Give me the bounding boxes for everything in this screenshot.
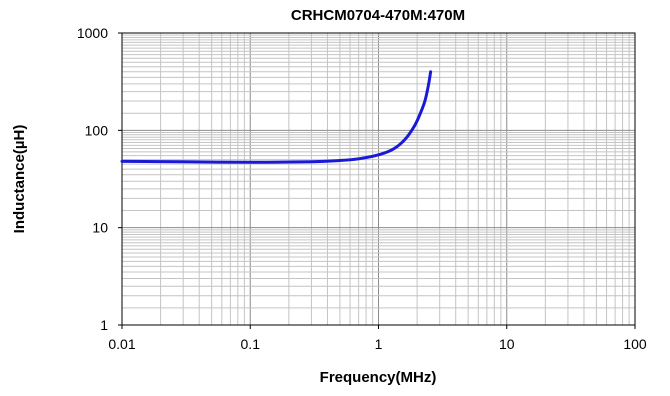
- y-tick-label: 1: [100, 317, 108, 333]
- y-tick-label: 10: [92, 220, 108, 236]
- x-tick-label: 10: [499, 336, 515, 352]
- chart-title: CRHCM0704-470M:470M: [291, 7, 465, 24]
- x-tick-label: 1: [375, 336, 383, 352]
- grid: [122, 33, 635, 325]
- y-axis-label: Inductance(µH): [11, 125, 28, 234]
- series-layer: [120, 70, 433, 164]
- axis-ticks: 0.01 0.1 1 10 100 1 10 100 1000: [77, 25, 647, 352]
- y-tick-label: 100: [85, 122, 109, 138]
- y-tick-label: 1000: [77, 25, 108, 41]
- x-axis-label: Frequency(MHz): [320, 369, 437, 386]
- series-line: [120, 70, 433, 164]
- x-tick-label: 100: [623, 336, 647, 352]
- x-tick-label: 0.01: [108, 336, 135, 352]
- x-tick-label: 0.1: [241, 336, 261, 352]
